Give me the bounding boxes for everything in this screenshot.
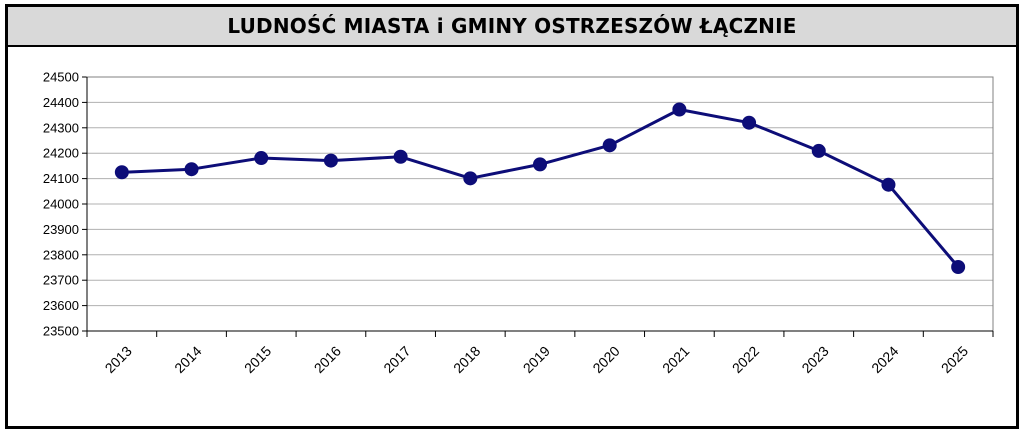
- series-population: [114, 102, 966, 274]
- y-tick-label: 23700: [43, 273, 79, 288]
- x-tick-label: 2014: [171, 343, 204, 376]
- y-tick-label: 24300: [43, 120, 79, 135]
- x-tick-label: 2018: [450, 343, 483, 376]
- y-tick-label: 23900: [43, 222, 79, 237]
- x-tick-label: 2022: [729, 343, 762, 376]
- y-tick-labels: 23500 23600 23700 23800 23900 24000 24100 24200…: [43, 70, 79, 339]
- y-tick-label: 23500: [43, 324, 79, 339]
- x-tick-label: 2020: [589, 343, 622, 376]
- x-tick-label: 2019: [520, 343, 553, 376]
- data-point-2020: [602, 138, 617, 153]
- x-tick-label: 2025: [938, 343, 971, 376]
- chart-frame: LUDNOŚĆ MIASTA i GMINY OSTRZESZÓW ŁĄCZNI…: [5, 4, 1019, 429]
- data-point-2016: [323, 153, 338, 168]
- x-tick-label: 2023: [798, 343, 831, 376]
- grid-lines: [87, 76, 993, 332]
- series-line: [121, 108, 960, 268]
- y-tick-label: 24000: [43, 197, 79, 212]
- x-tick-label: 2013: [102, 343, 135, 376]
- axes: [82, 76, 994, 337]
- data-point-2023: [811, 143, 826, 158]
- x-tick-label: 2017: [380, 343, 413, 376]
- y-tick-label: 24400: [43, 95, 79, 110]
- x-tick-label: 2024: [868, 343, 901, 376]
- x-tick-label: 2016: [311, 343, 344, 376]
- data-point-2017: [393, 149, 408, 164]
- y-tick-label: 23800: [43, 247, 79, 262]
- data-point-2025: [951, 259, 966, 274]
- x-tick-label: 2015: [241, 343, 274, 376]
- data-point-2014: [184, 162, 199, 177]
- y-tick-label: 23600: [43, 298, 79, 313]
- x-tick-label: 2021: [659, 343, 692, 376]
- x-tick-labels: 2013 2014 2015 2016 2017 2018 2019 2020 2021 2022…: [102, 343, 972, 376]
- data-point-2018: [463, 171, 478, 186]
- data-point-2013: [114, 165, 129, 180]
- data-point-2024: [881, 177, 896, 192]
- y-tick-label: 24500: [43, 70, 79, 85]
- y-tick-label: 24100: [43, 171, 79, 186]
- data-point-2022: [742, 115, 757, 130]
- chart-title-bar: LUDNOŚĆ MIASTA i GMINY OSTRZESZÓW ŁĄCZNI…: [8, 7, 1016, 47]
- data-point-2019: [533, 157, 547, 172]
- y-tick-label: 24200: [43, 146, 79, 161]
- data-point-2015: [254, 151, 269, 166]
- chart-title: LUDNOŚĆ MIASTA i GMINY OSTRZESZÓW ŁĄCZNI…: [227, 14, 797, 38]
- data-point-2021: [672, 102, 687, 117]
